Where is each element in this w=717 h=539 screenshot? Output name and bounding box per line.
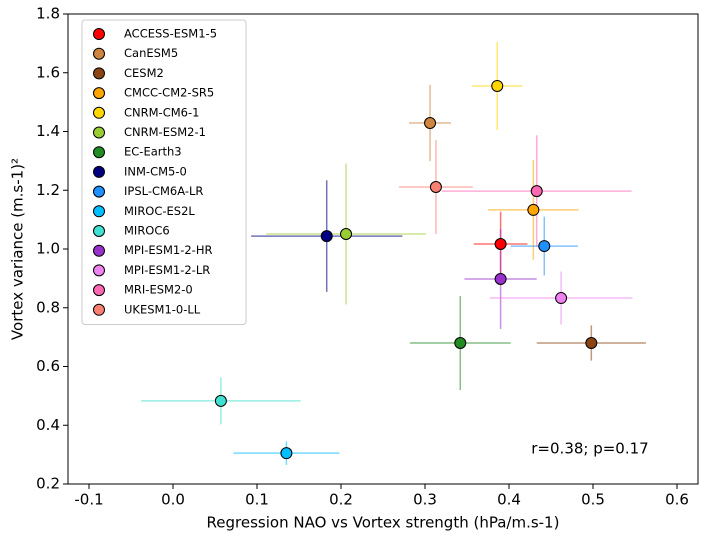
legend-marker bbox=[93, 28, 105, 40]
y-tick-label: 1.0 bbox=[36, 240, 60, 258]
y-tick-label: 0.2 bbox=[36, 475, 60, 493]
point bbox=[429, 181, 442, 194]
legend-label: CanESM5 bbox=[124, 46, 178, 60]
point bbox=[494, 272, 507, 285]
legend-label: INM-CM5-0 bbox=[124, 164, 187, 178]
legend-marker bbox=[93, 185, 105, 198]
y-tick-label: 0.6 bbox=[36, 357, 60, 375]
legend-label: MPI-ESM1-2-HR bbox=[124, 243, 212, 257]
point bbox=[538, 240, 551, 253]
y-tick-label: 1.8 bbox=[36, 5, 60, 23]
legend-label: CNRM-CM6-1 bbox=[124, 105, 199, 119]
x-tick-label: 0.5 bbox=[581, 491, 605, 509]
legend-box bbox=[81, 19, 247, 325]
legend-label: CMCC-CM2-SR5 bbox=[124, 86, 214, 100]
point bbox=[424, 116, 437, 129]
plot-frame bbox=[67, 13, 699, 485]
annotation: r=0.38; p=0.17 bbox=[531, 440, 648, 458]
x-tick-label: 0.1 bbox=[245, 491, 269, 509]
y-axis-label: Vortex variance (m.s-1)² bbox=[9, 158, 27, 340]
legend-marker bbox=[93, 106, 105, 119]
legend-label: CESM2 bbox=[124, 66, 164, 80]
legend-label: MPI-ESM1-2-LR bbox=[124, 263, 210, 277]
point bbox=[214, 394, 227, 407]
legend-marker bbox=[93, 87, 105, 100]
x-tick-label: 0.2 bbox=[329, 491, 353, 509]
legend-label: ACCESS-ESM1-5 bbox=[124, 27, 217, 41]
y-tick-label: 0.8 bbox=[36, 298, 60, 316]
legend-label: MIROC6 bbox=[124, 224, 170, 238]
point bbox=[454, 337, 467, 349]
point bbox=[320, 230, 333, 243]
legend-marker bbox=[93, 264, 105, 277]
point bbox=[340, 228, 353, 241]
legend-marker bbox=[93, 225, 105, 237]
point bbox=[280, 447, 293, 460]
legend-marker bbox=[93, 244, 105, 257]
point bbox=[585, 337, 598, 349]
legend-marker bbox=[93, 303, 105, 316]
legend-label: EC-Earth3 bbox=[124, 145, 182, 159]
x-axis-label: Regression NAO vs Vortex strength (hPa/m… bbox=[207, 514, 560, 532]
y-tick-label: 1.4 bbox=[36, 122, 60, 140]
y-tick-label: 1.6 bbox=[36, 63, 60, 81]
legend-marker bbox=[93, 165, 105, 178]
point bbox=[491, 79, 504, 92]
point bbox=[555, 292, 568, 305]
y-tick-label: 0.4 bbox=[36, 416, 60, 434]
legend-label: CNRM-ESM2-1 bbox=[124, 125, 206, 139]
x-tick-label: 0.4 bbox=[497, 491, 521, 509]
point bbox=[530, 185, 543, 198]
x-tick-label: 0.6 bbox=[665, 491, 689, 509]
legend-label: MIROC-ES2L bbox=[124, 204, 195, 218]
legend-marker bbox=[93, 205, 105, 218]
legend-marker bbox=[93, 146, 105, 159]
point bbox=[494, 238, 507, 251]
x-tick-label: -0.1 bbox=[74, 491, 103, 509]
legend-label: IPSL-CM6A-LR bbox=[124, 184, 203, 198]
legend-label: UKESM1-0-LL bbox=[124, 302, 201, 316]
legend-marker bbox=[93, 67, 105, 80]
legend-label: MRI-ESM2-0 bbox=[124, 283, 193, 297]
x-tick-label: 0.3 bbox=[413, 491, 437, 509]
legend-marker bbox=[93, 284, 105, 297]
legend-marker bbox=[93, 47, 105, 60]
y-tick-label: 1.2 bbox=[36, 181, 60, 199]
legend-marker bbox=[93, 126, 105, 139]
point bbox=[527, 203, 540, 216]
x-tick-label: 0.0 bbox=[161, 491, 185, 509]
